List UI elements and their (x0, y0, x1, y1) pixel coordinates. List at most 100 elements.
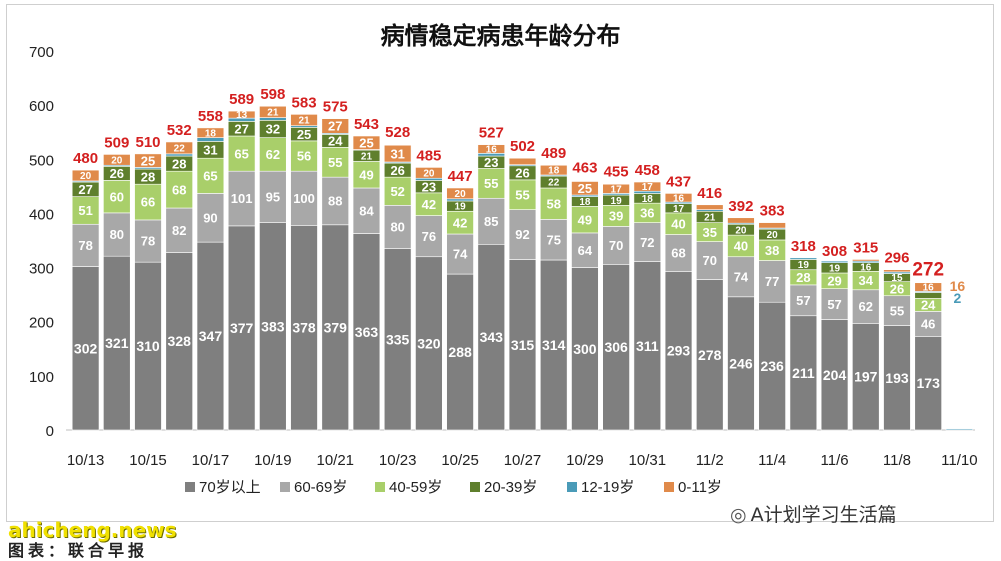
segment-value-label: 315 (511, 337, 535, 353)
segment-value-label: 64 (578, 243, 593, 258)
x-tick-label: 11/8 (883, 452, 911, 469)
segment-value-label: 18 (548, 166, 560, 177)
segment-value-label: 347 (199, 328, 223, 344)
segment-value-label: 16 (486, 145, 498, 156)
legend-swatch (280, 482, 290, 492)
watermark-site: ahicheng.news (8, 518, 177, 542)
segment-value-label: 24 (921, 298, 936, 313)
segment-value-label: 65 (203, 168, 217, 183)
bar-segment (227, 110, 256, 119)
segment-value-label: 379 (324, 319, 348, 335)
total-value-label: 509 (104, 134, 129, 151)
x-tick-label: 10/29 (566, 452, 604, 469)
bar-segment (290, 170, 318, 226)
segment-value-label: 278 (698, 347, 722, 363)
total-value-label: 392 (728, 198, 753, 215)
segment-value-label: 23 (484, 155, 498, 170)
bar-segment (664, 193, 693, 203)
bar-segment (696, 241, 724, 280)
segment-value-label: 314 (542, 337, 566, 353)
segment-value-label: 40 (671, 216, 685, 231)
segment-value-label: 36 (640, 206, 654, 221)
total-value-label: 583 (292, 94, 317, 111)
legend-label: 60-69岁 (294, 479, 347, 496)
segment-value-label: 18 (642, 194, 654, 205)
segment-value-label: 34 (859, 273, 874, 288)
segment-value-label: 197 (854, 369, 878, 385)
bar-segment (196, 157, 225, 194)
watermark-wechat: ◎ A计划学习生活篇 (730, 500, 897, 527)
bar-segment (321, 118, 349, 134)
y-tick-label: 600 (29, 98, 54, 115)
segment-value-label: 31 (390, 146, 404, 161)
bar-segment (321, 224, 349, 431)
bar-segment (820, 288, 849, 320)
segment-value-label: 65 (234, 146, 248, 161)
x-tick-label: 10/17 (192, 452, 230, 469)
segment-value-label: 39 (609, 209, 623, 224)
legend-swatch (567, 482, 577, 492)
segment-value-label: 17 (611, 184, 623, 195)
segment-value-label: 25 (141, 153, 155, 168)
bar-segment (415, 256, 443, 431)
segment-value-label: 17 (642, 182, 654, 193)
bar-segment (415, 167, 443, 179)
total-value-label: 447 (448, 168, 473, 185)
segment-value-label: 343 (480, 329, 504, 345)
segment-value-label: 55 (484, 176, 498, 191)
segment-value-label: 28 (796, 270, 810, 285)
bar-segment (852, 259, 880, 262)
value-label-12-19: 2 (953, 290, 961, 306)
bar-segment (727, 217, 755, 224)
segment-value-label: 19 (455, 202, 467, 213)
segment-value-label: 101 (231, 191, 253, 206)
segment-value-label: 58 (546, 196, 560, 211)
segment-value-label: 18 (579, 197, 591, 208)
x-tick-label: 10/23 (379, 452, 417, 469)
bar-segment (789, 284, 818, 317)
bar-segment (696, 204, 724, 210)
segment-value-label: 246 (729, 355, 753, 371)
segment-value-label: 23 (422, 179, 436, 194)
bar-segment (165, 141, 193, 155)
segment-value-label: 38 (765, 243, 779, 258)
total-value-label: 528 (385, 124, 410, 141)
legend-label: 40-59岁 (389, 479, 442, 496)
segment-value-label: 55 (328, 155, 342, 170)
segment-value-label: 56 (297, 149, 311, 164)
total-value-label: 455 (604, 164, 629, 181)
bar-segment (633, 261, 662, 431)
bar-segment (914, 282, 942, 292)
segment-value-label: 27 (234, 121, 248, 136)
bar-segment (758, 222, 786, 229)
bar-segment (259, 222, 287, 431)
legend-label: 12-19岁 (581, 479, 634, 496)
segment-value-label: 26 (890, 281, 904, 296)
bar-segment (852, 323, 880, 431)
bar-segment (103, 154, 131, 166)
segment-value-label: 22 (174, 144, 186, 155)
segment-value-label: 85 (484, 214, 498, 229)
bar-segment (571, 267, 599, 431)
value-label-0-11: 16 (950, 278, 966, 294)
total-value-label: 272 (912, 260, 944, 281)
segment-value-label: 320 (417, 335, 441, 351)
bar-segment (539, 164, 568, 176)
segment-value-label: 17 (673, 204, 685, 215)
x-tick-label: 10/25 (441, 452, 479, 469)
watermark-source: 图表：联合早报 (8, 541, 149, 560)
segment-value-label: 25 (578, 181, 592, 196)
segment-value-label: 55 (890, 303, 904, 318)
total-value-label: 308 (822, 243, 847, 260)
bar-segment (477, 197, 506, 245)
total-value-label: 543 (354, 116, 379, 133)
total-value-label: 458 (635, 162, 660, 179)
chart-title: 病情稳定病患年龄分布 (380, 22, 621, 50)
segment-value-label: 19 (829, 263, 841, 274)
segment-value-label: 16 (923, 283, 935, 294)
segment-value-label: 27 (328, 119, 342, 134)
y-tick-label: 300 (29, 261, 54, 278)
segment-value-label: 62 (266, 147, 280, 162)
bar-segment (883, 295, 911, 326)
